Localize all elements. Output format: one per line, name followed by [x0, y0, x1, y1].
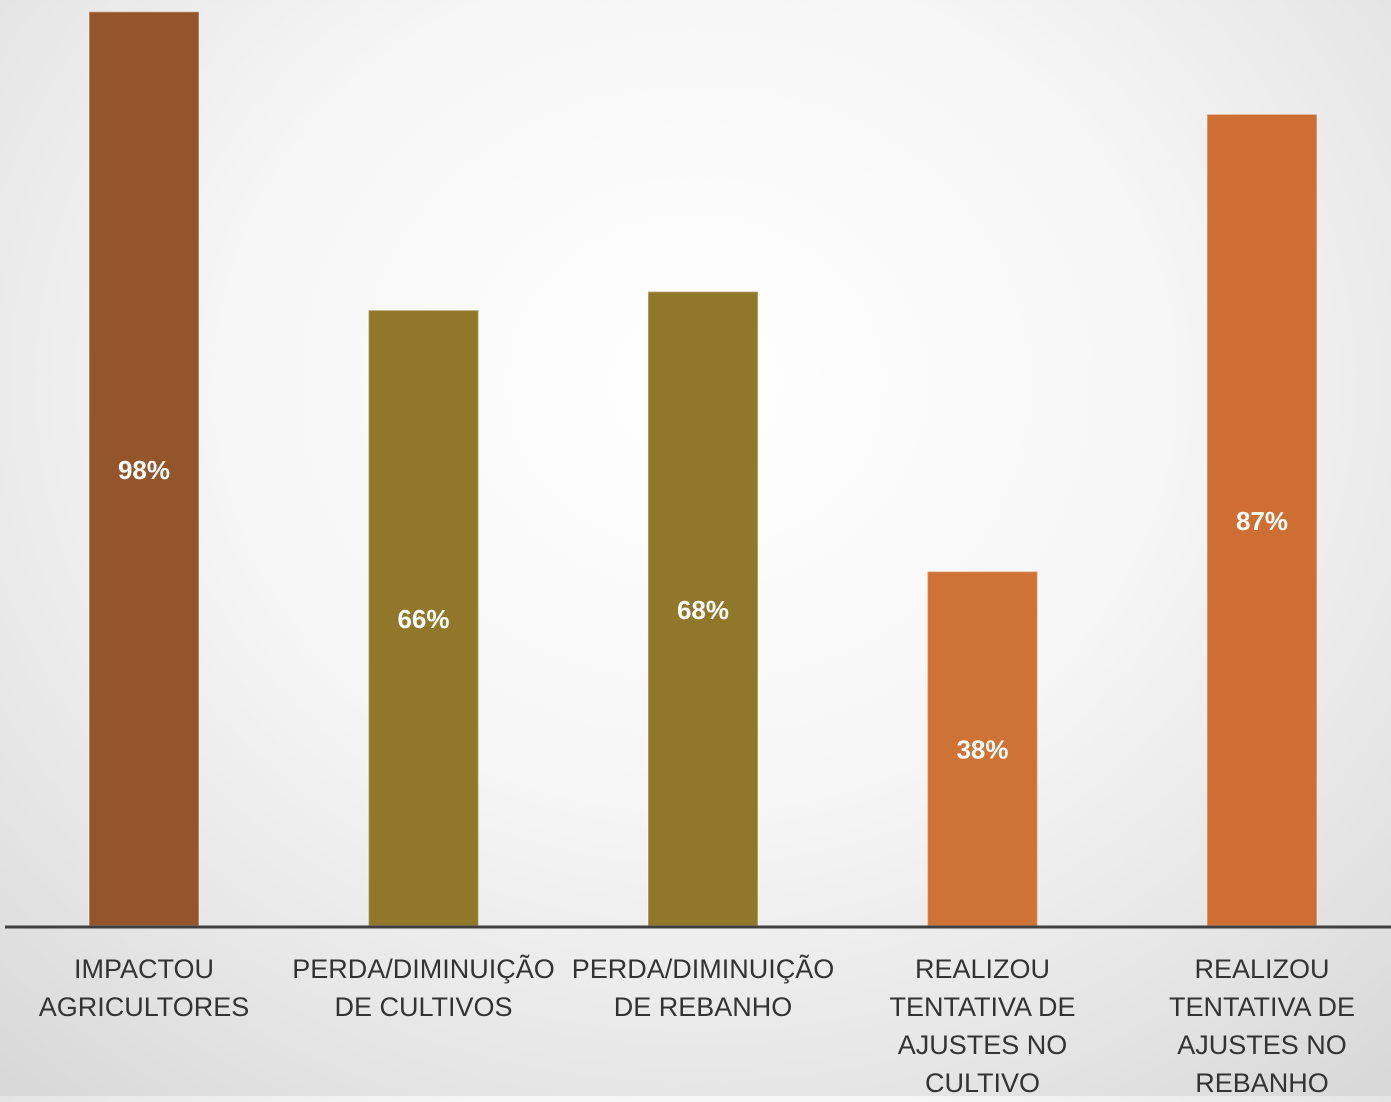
category-label-5: REALIZOU TENTATIVA DE AJUSTES NO REBANHO — [1168, 954, 1356, 1098]
bar-3 — [647, 290, 759, 927]
data-label-1: 98% — [118, 455, 170, 485]
category-label-2: PERDA/DIMINUIÇÃO DE CULTIVOS — [292, 954, 555, 1022]
data-label-5: 87% — [1236, 506, 1288, 536]
data-label-3: 68% — [677, 595, 729, 625]
bar-2 — [367, 309, 480, 927]
data-label-2: 66% — [397, 604, 449, 634]
bar-4 — [926, 570, 1039, 927]
bars-group — [88, 10, 1318, 927]
data-labels-group: 98% 66% 68% 38% 87% — [118, 455, 1288, 765]
category-label-4: REALIZOU TENTATIVA DE AJUSTES NO CULTIVO — [889, 954, 1076, 1098]
bar-1 — [88, 10, 200, 927]
category-label-3: PERDA/DIMINUIÇÃO DE REBANHO — [571, 954, 835, 1022]
category-label-1: IMPACTOU AGRICULTORES — [38, 954, 250, 1022]
data-label-4: 38% — [956, 735, 1008, 765]
bar-5 — [1206, 113, 1318, 927]
